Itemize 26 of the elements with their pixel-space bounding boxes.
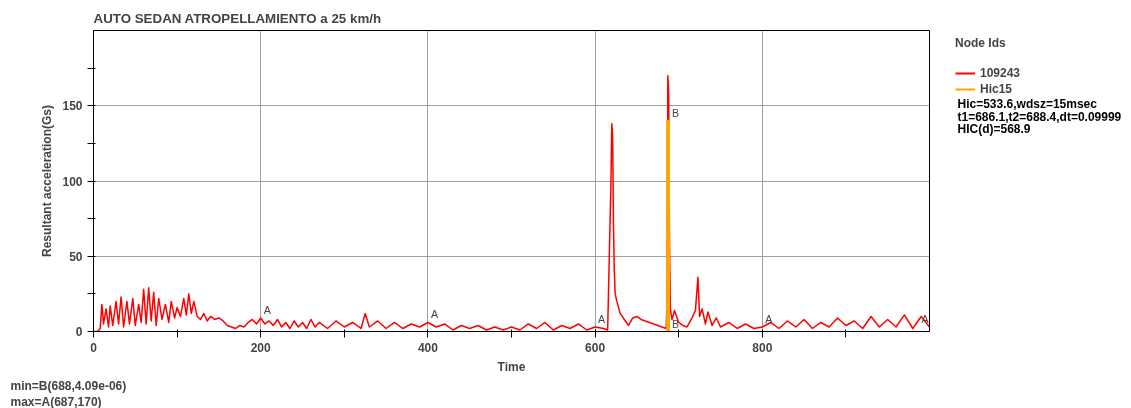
x-tick-label: 400 bbox=[417, 340, 439, 355]
annotation: A bbox=[765, 312, 774, 325]
legend-label: Hic15 bbox=[980, 82, 1013, 96]
y-tick-label: 50 bbox=[69, 249, 83, 264]
annotation: A bbox=[598, 312, 607, 325]
y-tick-label: 0 bbox=[75, 325, 83, 339]
x-axis-title: Time bbox=[497, 359, 526, 374]
annotation: A bbox=[430, 308, 439, 321]
x-tick-label: 0 bbox=[90, 340, 98, 355]
text: t1=686.1,t2=688.4,dt=0.09999 bbox=[957, 109, 1122, 124]
legend-title: Node Ids bbox=[955, 36, 1007, 50]
y-tick-label: 150 bbox=[62, 99, 83, 114]
annotation: B bbox=[672, 106, 680, 119]
text: min=B(688,4.09e-06) bbox=[10, 378, 127, 393]
annotation: B bbox=[672, 317, 680, 330]
annotation: A bbox=[263, 303, 272, 316]
legend-label: 109243 bbox=[980, 66, 1021, 80]
y-tick-label: 100 bbox=[62, 174, 83, 189]
x-tick-label: 600 bbox=[585, 340, 606, 355]
chart-title: AUTO SEDAN ATROPELLAMIENTO a 25 km/h bbox=[93, 10, 382, 26]
x-tick-label: 200 bbox=[250, 340, 272, 355]
text: Hic=533.6,wdsz=15msec bbox=[957, 96, 1098, 111]
text: HIC(d)=568.9 bbox=[957, 122, 1031, 137]
y-axis-title: Resultant acceleration(Gs) bbox=[40, 104, 55, 258]
x-tick-label: 800 bbox=[752, 340, 773, 355]
text: max=A(687,170) bbox=[10, 394, 102, 408]
